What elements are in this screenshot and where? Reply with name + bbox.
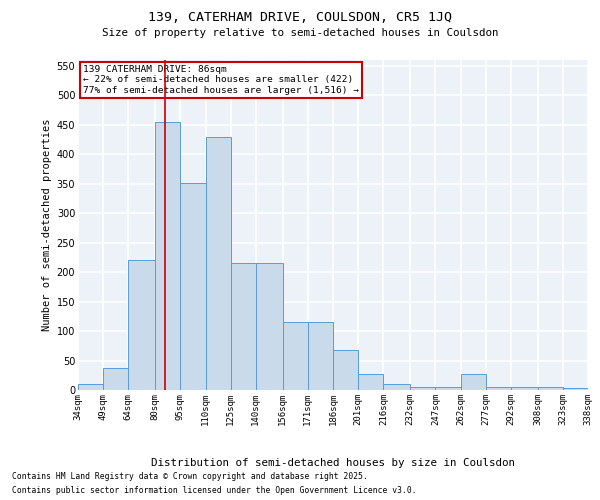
Bar xyxy=(283,322,308,390)
Bar xyxy=(461,374,485,390)
Bar xyxy=(308,322,333,390)
Bar xyxy=(485,387,511,390)
Text: 139 CATERHAM DRIVE: 86sqm
← 22% of semi-detached houses are smaller (422)
77% of: 139 CATERHAM DRIVE: 86sqm ← 22% of semi-… xyxy=(83,65,359,95)
Bar xyxy=(155,122,181,390)
Bar xyxy=(358,374,383,390)
Bar xyxy=(103,368,128,390)
Bar xyxy=(78,384,103,390)
Bar xyxy=(205,136,230,390)
Bar xyxy=(256,264,283,390)
Text: 139, CATERHAM DRIVE, COULSDON, CR5 1JQ: 139, CATERHAM DRIVE, COULSDON, CR5 1JQ xyxy=(148,11,452,24)
Bar xyxy=(333,350,358,390)
Y-axis label: Number of semi-detached properties: Number of semi-detached properties xyxy=(43,118,52,331)
Bar xyxy=(230,264,256,390)
Bar xyxy=(563,388,588,390)
Bar xyxy=(511,387,538,390)
Text: Contains public sector information licensed under the Open Government Licence v3: Contains public sector information licen… xyxy=(12,486,416,495)
Text: Size of property relative to semi-detached houses in Coulsdon: Size of property relative to semi-detach… xyxy=(102,28,498,38)
Bar xyxy=(128,260,155,390)
Bar xyxy=(410,387,436,390)
Text: Contains HM Land Registry data © Crown copyright and database right 2025.: Contains HM Land Registry data © Crown c… xyxy=(12,472,368,481)
Bar xyxy=(538,387,563,390)
Bar xyxy=(436,387,461,390)
Bar xyxy=(383,384,410,390)
Bar xyxy=(181,182,205,390)
Text: Distribution of semi-detached houses by size in Coulsdon: Distribution of semi-detached houses by … xyxy=(151,458,515,468)
